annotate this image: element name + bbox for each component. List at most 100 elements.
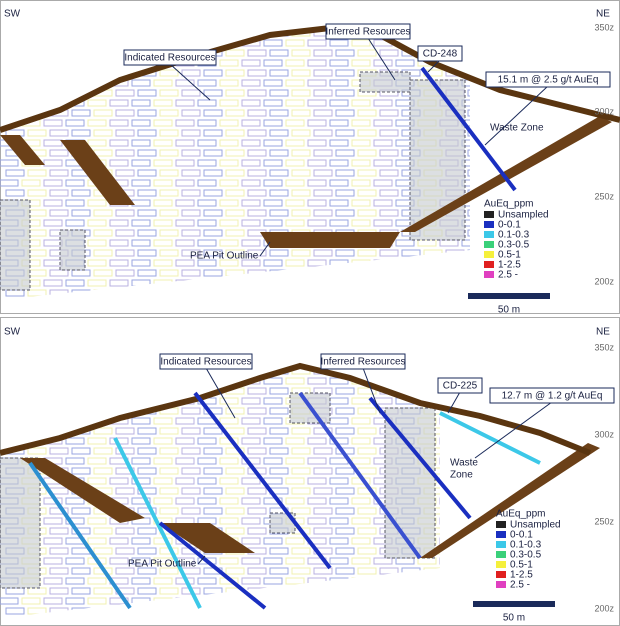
block — [225, 109, 245, 117]
block — [335, 169, 355, 177]
block — [335, 467, 355, 475]
block — [137, 387, 157, 395]
block — [307, 59, 327, 67]
block — [219, 99, 239, 107]
block — [137, 467, 157, 475]
block — [439, 39, 459, 47]
block — [153, 577, 173, 585]
block — [467, 109, 470, 117]
block — [351, 417, 371, 425]
block — [5, 189, 25, 197]
block — [159, 587, 179, 595]
block — [357, 567, 377, 575]
block — [291, 447, 311, 455]
block — [66, 358, 84, 364]
block — [461, 259, 470, 267]
block — [467, 129, 470, 137]
block — [71, 367, 91, 375]
elevation-label: 200z — [594, 603, 614, 613]
block — [329, 259, 349, 267]
callout-line — [447, 391, 461, 414]
drill-hole — [439, 411, 541, 465]
block — [115, 169, 135, 177]
block — [49, 89, 69, 97]
block — [351, 457, 371, 465]
block — [197, 577, 217, 585]
block — [21, 99, 41, 107]
block — [247, 269, 267, 277]
block — [313, 487, 333, 495]
section-panel: SW NE 350z 300z 250z 200z Indicated Resources I… — [0, 327, 615, 624]
block — [423, 289, 443, 297]
block — [269, 407, 289, 415]
block — [175, 79, 195, 87]
block — [291, 269, 311, 277]
block — [27, 367, 47, 375]
block — [132, 358, 150, 364]
block — [247, 527, 267, 535]
block — [175, 259, 195, 267]
block — [219, 219, 239, 227]
block — [351, 219, 371, 227]
block — [285, 377, 305, 385]
block — [203, 149, 223, 157]
block — [263, 119, 283, 127]
legend-swatch — [484, 271, 494, 278]
block — [329, 477, 349, 485]
block — [175, 457, 195, 465]
block — [159, 229, 179, 237]
block — [379, 49, 399, 57]
block — [131, 219, 151, 227]
block — [49, 587, 69, 595]
block — [137, 29, 157, 37]
block — [313, 587, 333, 595]
callout-box — [417, 45, 463, 62]
block — [153, 417, 173, 425]
block — [115, 229, 135, 237]
block — [373, 199, 393, 207]
block — [159, 427, 179, 435]
block — [225, 527, 245, 535]
block — [446, 548, 464, 554]
block — [351, 279, 371, 287]
block — [357, 129, 377, 137]
block — [87, 219, 107, 227]
block — [241, 119, 261, 127]
legend-swatch — [484, 231, 494, 238]
block — [225, 567, 245, 575]
block — [197, 139, 217, 147]
block — [181, 507, 201, 515]
block — [241, 517, 261, 525]
block — [88, 358, 106, 364]
block — [203, 467, 223, 475]
block — [379, 189, 399, 197]
block — [358, 348, 376, 354]
block — [159, 507, 179, 515]
block — [115, 607, 135, 615]
block — [93, 109, 113, 117]
block — [87, 259, 107, 267]
block — [307, 577, 327, 585]
legend-swatch — [496, 531, 506, 538]
block — [27, 29, 47, 37]
block — [263, 59, 283, 67]
block — [467, 89, 470, 97]
block — [43, 159, 63, 167]
block — [175, 497, 195, 505]
block — [307, 79, 327, 87]
block — [269, 169, 289, 177]
block — [219, 139, 239, 147]
legend-label: 0-0.1 — [510, 530, 533, 541]
block — [285, 497, 305, 505]
block — [291, 567, 311, 575]
block — [225, 169, 245, 177]
block — [313, 527, 333, 535]
block — [0, 377, 19, 385]
callout-box — [320, 353, 406, 370]
block — [21, 417, 41, 425]
block — [263, 159, 283, 167]
legend-swatch — [496, 581, 506, 588]
block — [43, 179, 63, 187]
block — [439, 517, 440, 525]
block — [263, 537, 283, 545]
